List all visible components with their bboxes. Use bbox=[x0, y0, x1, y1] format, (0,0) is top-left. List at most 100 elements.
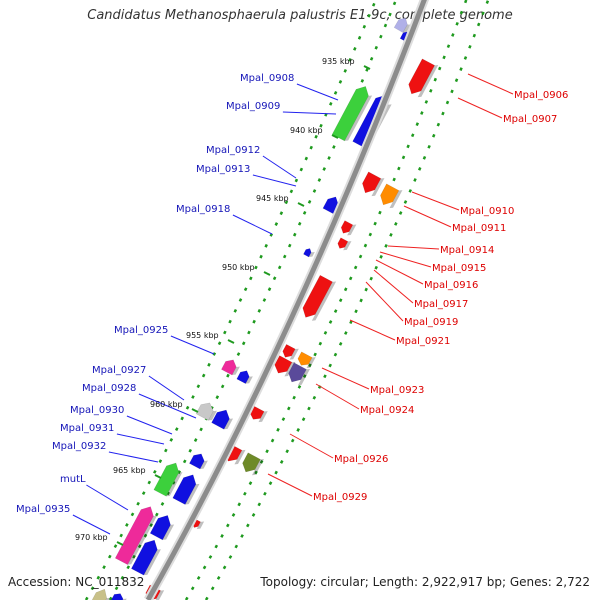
scale-label: 935 kbp bbox=[322, 57, 355, 66]
left-leader-line bbox=[116, 433, 165, 445]
right-gene-label: Mpal_0914 bbox=[440, 245, 494, 256]
left-gene-label: Mpal_0913 bbox=[196, 164, 250, 175]
gene-feature bbox=[114, 506, 158, 565]
scale-tick bbox=[154, 474, 162, 479]
left-leader-line bbox=[108, 451, 159, 463]
map-title: Candidatus Methanosphaerula palustris E1… bbox=[87, 8, 513, 23]
backbone-line bbox=[145, 0, 427, 600]
right-leader-line bbox=[365, 281, 404, 322]
right-gene-label: Mpal_0916 bbox=[424, 280, 478, 291]
left-gene-label: Mpal_0931 bbox=[60, 423, 114, 434]
left-leader-line bbox=[126, 415, 173, 435]
left-gene-label: Mpal_0909 bbox=[226, 101, 280, 112]
left-gene-label: Mpal_0927 bbox=[92, 365, 146, 376]
scale-tick bbox=[263, 271, 271, 276]
left-gene-label: mutL bbox=[60, 474, 86, 485]
left-leader-line bbox=[138, 393, 197, 419]
scale-label: 945 kbp bbox=[256, 194, 289, 203]
left-leader-line bbox=[170, 335, 215, 355]
gene-feature bbox=[195, 402, 217, 421]
left-leader-line bbox=[262, 155, 297, 179]
scale-label: 960 kbp bbox=[150, 400, 183, 409]
topology-label: Topology: circular; Length: 2,922,917 bp… bbox=[260, 575, 590, 589]
gene-feature bbox=[153, 462, 183, 497]
right-leader-line bbox=[373, 269, 414, 304]
left-gene-label: Mpal_0908 bbox=[240, 73, 294, 84]
gene-feature bbox=[337, 237, 352, 251]
right-gene-label: Mpal_0926 bbox=[334, 454, 388, 465]
left-leader-line bbox=[86, 484, 129, 511]
backbone-shadow bbox=[144, 0, 430, 600]
left-gene-label: Mpal_0932 bbox=[52, 441, 106, 452]
left-leader-line bbox=[282, 111, 337, 115]
scale-label: 955 kbp bbox=[186, 331, 219, 340]
scale-tick bbox=[331, 134, 339, 139]
left-gene-label: Mpal_0935 bbox=[16, 504, 70, 515]
gene-feature bbox=[380, 183, 403, 209]
right-gene-label: Mpal_0910 bbox=[460, 206, 514, 217]
gene-feature bbox=[221, 359, 240, 376]
right-gene-label: Mpal_0911 bbox=[452, 223, 506, 234]
scale-tick bbox=[297, 202, 305, 207]
gene-feature bbox=[89, 588, 111, 600]
gene-feature bbox=[131, 539, 161, 576]
left-gene-label: Mpal_0918 bbox=[176, 204, 230, 215]
gene-feature bbox=[211, 409, 234, 430]
track-left-outer bbox=[84, 0, 378, 600]
right-leader-line bbox=[267, 473, 313, 497]
left-leader-line bbox=[296, 83, 339, 101]
right-leader-line bbox=[289, 433, 334, 459]
scale-label: 970 kbp bbox=[75, 533, 108, 542]
left-gene-label: Mpal_0925 bbox=[114, 325, 168, 336]
scale-tick bbox=[227, 339, 235, 344]
right-gene-label: Mpal_0906 bbox=[514, 90, 568, 101]
gene-feature bbox=[288, 362, 310, 386]
track-dots bbox=[84, 0, 490, 600]
right-leader-line bbox=[379, 251, 432, 268]
scale-label: 950 kbp bbox=[222, 263, 255, 272]
accession-label: Accession: NC_011832 bbox=[8, 575, 145, 589]
gene-feature bbox=[282, 344, 299, 360]
track-right-outer bbox=[204, 0, 490, 600]
gene-feature bbox=[302, 274, 337, 321]
left-leader-line bbox=[232, 214, 273, 235]
gene-feature bbox=[297, 351, 316, 369]
right-gene-label: Mpal_0923 bbox=[370, 385, 424, 396]
gene-feature bbox=[303, 248, 315, 258]
left-leader-line bbox=[148, 375, 185, 401]
gene-feature bbox=[236, 370, 253, 384]
left-leader-line bbox=[72, 514, 111, 535]
gene-feature bbox=[149, 515, 175, 541]
scale-labels: 935 kbp 940 kbp 945 kbp 950 kbp 955 kbp 960 k… bbox=[75, 57, 371, 546]
gene-feature bbox=[362, 171, 385, 197]
right-gene-label: Mpal_0915 bbox=[432, 263, 486, 274]
right-leader-line bbox=[467, 73, 514, 95]
scale-tick bbox=[363, 65, 371, 70]
right-leader-line bbox=[321, 367, 370, 390]
gene-labels: Mpal_0908 Mpal_0909 Mpal_0912 Mpal_0913 Mpal… bbox=[16, 73, 568, 515]
right-leader-line bbox=[349, 319, 396, 341]
gene-feature bbox=[110, 593, 127, 600]
right-gene-label: Mpal_0919 bbox=[404, 317, 458, 328]
scale-tick bbox=[116, 541, 124, 546]
left-gene-label: Mpal_0930 bbox=[70, 405, 124, 416]
right-leader-line bbox=[457, 97, 503, 119]
left-gene-label: Mpal_0928 bbox=[82, 383, 136, 394]
right-leader-line bbox=[411, 191, 460, 211]
gene-feature bbox=[408, 58, 439, 98]
gene-feature bbox=[331, 86, 373, 142]
right-leader-line bbox=[315, 383, 360, 410]
right-gene-label: Mpal_0907 bbox=[503, 114, 557, 125]
right-gene-label: Mpal_0924 bbox=[360, 405, 414, 416]
right-leader-line bbox=[375, 259, 424, 285]
gene-feature bbox=[340, 220, 357, 236]
right-gene-label: Mpal_0921 bbox=[396, 336, 450, 347]
gene-feature bbox=[189, 453, 208, 470]
scale-label: 965 kbp bbox=[113, 466, 146, 475]
left-gene-label: Mpal_0912 bbox=[206, 145, 260, 156]
right-gene-label: Mpal_0917 bbox=[414, 299, 468, 310]
genome-backbone bbox=[144, 0, 430, 600]
scale-label: 940 kbp bbox=[290, 126, 323, 135]
